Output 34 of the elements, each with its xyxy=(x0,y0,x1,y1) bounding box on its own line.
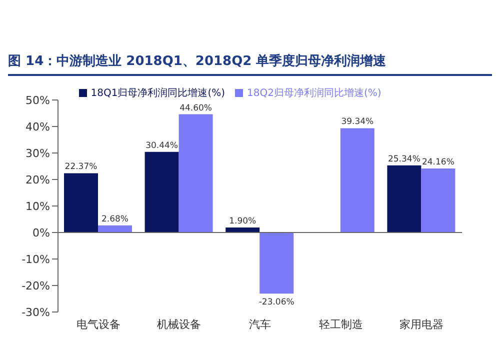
bar xyxy=(178,114,213,232)
data-label: 39.34% xyxy=(341,117,374,128)
legend-label: 18Q2归母净利润同比增速(%) xyxy=(247,88,382,99)
y-tick-label: 30% xyxy=(26,146,50,160)
bar xyxy=(260,232,294,294)
data-label: 24.16% xyxy=(422,157,454,168)
y-tick-label: 40% xyxy=(26,120,50,134)
y-tick-label: -30% xyxy=(22,306,50,319)
x-tick-label: 轻工制造 xyxy=(318,318,363,331)
x-tick-label: 家用电器 xyxy=(400,318,444,331)
data-label: 25.34% xyxy=(388,154,420,164)
bar xyxy=(98,225,132,232)
data-label: 30.44% xyxy=(146,140,178,151)
x-tick-label: 电气设备 xyxy=(76,318,120,331)
bar xyxy=(340,128,374,232)
legend-label: 18Q1归母净利润同比增速(%) xyxy=(90,88,225,99)
x-tick-label: 机械设备 xyxy=(157,318,202,331)
bar xyxy=(421,168,456,232)
data-label: -23.06% xyxy=(258,298,294,308)
bar xyxy=(387,165,422,232)
y-tick-label: 20% xyxy=(26,173,50,186)
data-label: 1.90% xyxy=(229,216,256,226)
y-tick-label: -20% xyxy=(22,279,50,292)
y-tick-label: 50% xyxy=(26,94,50,107)
bar xyxy=(144,152,179,232)
y-tick-label: 0% xyxy=(32,226,50,240)
chart-title: 图 14：中游制造业 2018Q1、2018Q2 单季度归母净利润增速 xyxy=(8,46,492,76)
bar xyxy=(64,173,98,232)
x-tick-label: 汽车 xyxy=(249,318,271,331)
data-label: 22.37% xyxy=(64,162,98,172)
y-tick-label: -10% xyxy=(22,252,50,266)
y-tick-label: 10% xyxy=(26,200,50,213)
data-label: 2.68% xyxy=(101,214,129,224)
data-label: 44.60% xyxy=(180,103,212,114)
